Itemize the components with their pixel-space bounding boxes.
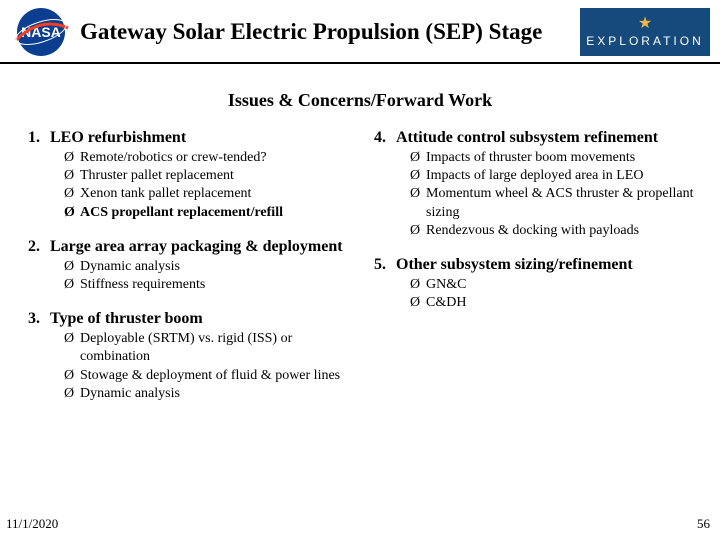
section-title: Other subsystem sizing/refinement — [396, 256, 633, 274]
list-item-text: ACS propellant replacement/refill — [80, 204, 283, 222]
list-item: ØThruster pallet replacement — [64, 167, 354, 185]
list-item-text: Impacts of thruster boom movements — [426, 149, 635, 167]
list-item: ØStiffness requirements — [64, 276, 354, 294]
list-item: ØGN&C — [410, 276, 700, 294]
section-heading: 1.LEO refurbishment — [28, 129, 354, 147]
list-item: ØRemote/robotics or crew-tended? — [64, 149, 354, 167]
right-column: 4.Attitude control subsystem refinement Ø… — [374, 129, 700, 419]
section-title: LEO refurbishment — [50, 129, 186, 147]
list-item-text: Impacts of large deployed area in LEO — [426, 167, 643, 185]
list-item-text: Deployable (SRTM) vs. rigid (ISS) or com… — [80, 330, 354, 366]
list-item-text: Xenon tank pallet replacement — [80, 185, 251, 203]
list-item: ØImpacts of large deployed area in LEO — [410, 167, 700, 185]
bullet-icon: Ø — [64, 385, 80, 403]
sublist: ØDeployable (SRTM) vs. rigid (ISS) or co… — [28, 330, 354, 403]
list-item-text: Dynamic analysis — [80, 258, 180, 276]
bullet-icon: Ø — [64, 149, 80, 167]
nasa-logo: NASA — [10, 6, 72, 58]
section-title: Type of thruster boom — [50, 310, 203, 328]
bullet-icon: Ø — [64, 204, 80, 222]
bullet-icon: Ø — [410, 167, 426, 185]
section-left-2: 3.Type of thruster boomØDeployable (SRTM… — [28, 310, 354, 403]
list-item: ØACS propellant replacement/refill — [64, 204, 354, 222]
list-item-text: Momentum wheel & ACS thruster & propella… — [426, 185, 700, 221]
section-heading: 2.Large area array packaging & deploymen… — [28, 238, 354, 256]
section-number: 2. — [28, 238, 50, 256]
list-item: ØXenon tank pallet replacement — [64, 185, 354, 203]
star-icon: ★ — [638, 16, 652, 32]
list-item: ØDeployable (SRTM) vs. rigid (ISS) or co… — [64, 330, 354, 366]
section-title: Attitude control subsystem refinement — [396, 129, 658, 147]
section-number: 4. — [374, 129, 396, 147]
left-column: 1.LEO refurbishmentØRemote/robotics or c… — [28, 129, 354, 419]
bullet-icon: Ø — [410, 222, 426, 240]
section-heading: 4.Attitude control subsystem refinement — [374, 129, 700, 147]
sublist: ØRemote/robotics or crew-tended?ØThruste… — [28, 149, 354, 222]
bullet-icon: Ø — [410, 185, 426, 203]
sublist: ØImpacts of thruster boom movementsØImpa… — [374, 149, 700, 240]
page-title: Gateway Solar Electric Propulsion (SEP) … — [80, 19, 580, 45]
list-item-text: Stiffness requirements — [80, 276, 205, 294]
section-heading: 5.Other subsystem sizing/refinement — [374, 256, 700, 274]
list-item: ØStowage & deployment of fluid & power l… — [64, 367, 354, 385]
list-item-text: Remote/robotics or crew-tended? — [80, 149, 267, 167]
content-columns: 1.LEO refurbishmentØRemote/robotics or c… — [0, 129, 720, 419]
section-number: 5. — [374, 256, 396, 274]
footer-page: 56 — [697, 516, 710, 532]
list-item: ØRendezvous & docking with payloads — [410, 222, 700, 240]
list-item: ØC&DH — [410, 294, 700, 312]
section-right-1: 5.Other subsystem sizing/refinement ØGN&C… — [374, 256, 700, 312]
exploration-badge: ★ EXPLORATION — [580, 8, 710, 56]
header-bar: NASA Gateway Solar Electric Propulsion (… — [0, 0, 720, 64]
list-item: ØImpacts of thruster boom movements — [410, 149, 700, 167]
bullet-icon: Ø — [410, 294, 426, 312]
section-right-0: 4.Attitude control subsystem refinement Ø… — [374, 129, 700, 240]
section-left-1: 2.Large area array packaging & deploymen… — [28, 238, 354, 294]
footer-date: 11/1/2020 — [6, 516, 58, 532]
section-left-0: 1.LEO refurbishmentØRemote/robotics or c… — [28, 129, 354, 222]
list-item-text: C&DH — [426, 294, 466, 312]
bullet-icon: Ø — [64, 367, 80, 385]
bullet-icon: Ø — [64, 276, 80, 294]
badge-text: EXPLORATION — [586, 34, 703, 48]
sublist: ØDynamic analysisØStiffness requirements — [28, 258, 354, 294]
sublist: ØGN&CØC&DH — [374, 276, 700, 312]
section-subtitle: Issues & Concerns/Forward Work — [0, 90, 720, 111]
list-item-text: Rendezvous & docking with payloads — [426, 222, 639, 240]
list-item: ØMomentum wheel & ACS thruster & propell… — [410, 185, 700, 221]
list-item-text: GN&C — [426, 276, 466, 294]
bullet-icon: Ø — [410, 276, 426, 294]
bullet-icon: Ø — [64, 258, 80, 276]
bullet-icon: Ø — [64, 185, 80, 203]
list-item: ØDynamic analysis — [64, 258, 354, 276]
section-title: Large area array packaging & deployment — [50, 238, 343, 256]
section-number: 1. — [28, 129, 50, 147]
bullet-icon: Ø — [64, 330, 80, 348]
bullet-icon: Ø — [410, 149, 426, 167]
list-item: ØDynamic analysis — [64, 385, 354, 403]
section-number: 3. — [28, 310, 50, 328]
bullet-icon: Ø — [64, 167, 80, 185]
list-item-text: Dynamic analysis — [80, 385, 180, 403]
list-item-text: Stowage & deployment of fluid & power li… — [80, 367, 340, 385]
section-heading: 3.Type of thruster boom — [28, 310, 354, 328]
list-item-text: Thruster pallet replacement — [80, 167, 234, 185]
